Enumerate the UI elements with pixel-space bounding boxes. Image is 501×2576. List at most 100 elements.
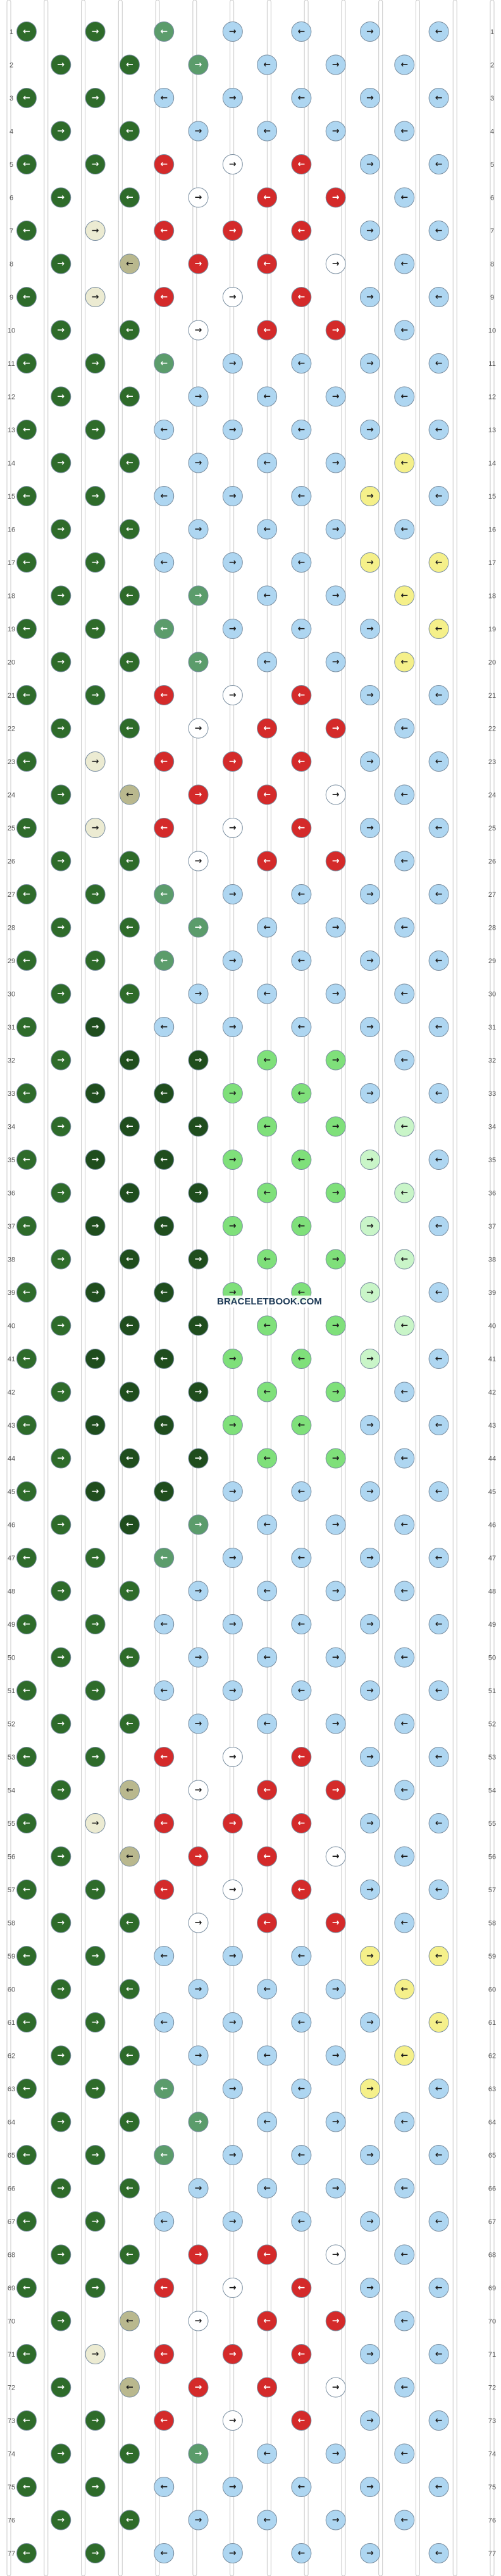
knot: → (188, 2510, 209, 2530)
knot: ← (154, 1481, 175, 1502)
string-lane (118, 0, 123, 2576)
knot: → (222, 1680, 243, 1701)
knot-arrow: ← (298, 1420, 306, 1430)
knot: → (222, 1150, 243, 1170)
knot-arrow: ← (435, 2283, 443, 2293)
knot: ← (16, 1481, 37, 1502)
knot-arrow: ← (298, 2548, 306, 2558)
knot-arrow: ← (263, 790, 271, 800)
row-number-left: 71 (8, 2351, 15, 2359)
knot: → (188, 652, 209, 672)
knot-arrow: → (195, 259, 202, 269)
row-number-right: 13 (488, 427, 496, 434)
knot: ← (291, 1548, 312, 1568)
row-number-right: 51 (488, 1687, 496, 1695)
knot: ← (428, 88, 449, 108)
knot: → (85, 751, 106, 772)
row-number-left: 52 (8, 1721, 15, 1728)
knot-arrow: ← (126, 657, 133, 667)
watermark: BRACELETBOOK.COM (215, 1296, 322, 1308)
row-number-left: 62 (8, 2053, 15, 2060)
row-number-left: 67 (8, 2218, 15, 2226)
knot: → (325, 1116, 346, 1137)
knot: ← (428, 486, 449, 506)
knot-arrow: ← (23, 27, 30, 37)
knot: ← (428, 2211, 449, 2232)
knot: → (188, 2377, 209, 2398)
knot: → (85, 552, 106, 573)
row-number-left: 44 (8, 1455, 15, 1463)
knot-arrow: ← (263, 1454, 271, 1464)
knot: → (85, 2543, 106, 2563)
knot: ← (291, 2012, 312, 2032)
row-number-left: 25 (8, 825, 15, 832)
knot-arrow: ← (400, 1321, 408, 1331)
row-number-left: 8 (9, 261, 13, 269)
knot: → (222, 2477, 243, 2497)
knot-arrow: ← (23, 1354, 30, 1364)
knot-arrow: → (92, 358, 99, 368)
knot: → (51, 1912, 71, 1933)
knot: ← (16, 685, 37, 705)
knot: → (325, 1182, 346, 1203)
knot-arrow: → (366, 2216, 374, 2227)
knot-arrow: → (366, 1951, 374, 1961)
knot: → (51, 1713, 71, 1734)
knot-arrow: ← (160, 1354, 168, 1364)
knot: ← (291, 884, 312, 904)
knot: ← (428, 751, 449, 772)
knot-arrow: → (57, 1387, 65, 1397)
knot-arrow: ← (298, 889, 306, 899)
knot-arrow: ← (435, 159, 443, 169)
knot: → (85, 1481, 106, 1502)
knot-arrow: ← (126, 2383, 133, 2393)
knot: → (325, 1846, 346, 1867)
knot: ← (16, 619, 37, 639)
knot: → (85, 951, 106, 971)
knot-arrow: → (92, 159, 99, 169)
knot-arrow: ← (160, 159, 168, 169)
row-number-right: 58 (488, 1920, 496, 1928)
knot-arrow: → (229, 1752, 237, 1762)
knot-arrow: → (229, 1686, 237, 1696)
knot-arrow: → (229, 1155, 237, 1165)
knot-arrow: ← (160, 1287, 168, 1297)
knot: → (188, 1448, 209, 1469)
row-number-left: 21 (8, 692, 15, 700)
knot: ← (291, 1747, 312, 1767)
knot: ← (394, 1912, 415, 1933)
row-number-left: 41 (8, 1356, 15, 1363)
knot-arrow: → (229, 624, 237, 634)
knot-arrow: ← (435, 2150, 443, 2160)
knot-arrow: → (366, 425, 374, 435)
knot: → (188, 187, 209, 208)
row-number-right: 26 (488, 858, 496, 866)
knot-arrow: ← (435, 491, 443, 501)
knot: ← (16, 1548, 37, 1568)
knot-arrow: ← (435, 889, 443, 899)
knot: → (188, 1912, 209, 1933)
knot: ← (154, 2211, 175, 2232)
knot: ← (291, 685, 312, 705)
knot-arrow: → (92, 1951, 99, 1961)
knot-arrow: ← (23, 1088, 30, 1098)
knot-arrow: ← (126, 525, 133, 535)
knot: → (188, 1116, 209, 1137)
knot-arrow: ← (263, 2051, 271, 2061)
knot-arrow: → (332, 1387, 340, 1397)
knot-arrow: → (195, 2383, 202, 2393)
row-number-left: 15 (8, 493, 15, 501)
row-number-right: 39 (488, 1289, 496, 1297)
knot: ← (291, 1415, 312, 1435)
knot: ← (154, 420, 175, 440)
row-number-left: 37 (8, 1223, 15, 1230)
knot-arrow: ← (126, 1852, 133, 1862)
knot: → (85, 21, 106, 42)
knot-arrow: ← (23, 425, 30, 435)
knot-arrow: ← (160, 1088, 168, 1098)
row-number-right: 48 (488, 1588, 496, 1596)
knot-arrow: → (195, 525, 202, 535)
knot: → (325, 1912, 346, 1933)
knot: ← (394, 386, 415, 407)
knot: → (360, 818, 380, 838)
